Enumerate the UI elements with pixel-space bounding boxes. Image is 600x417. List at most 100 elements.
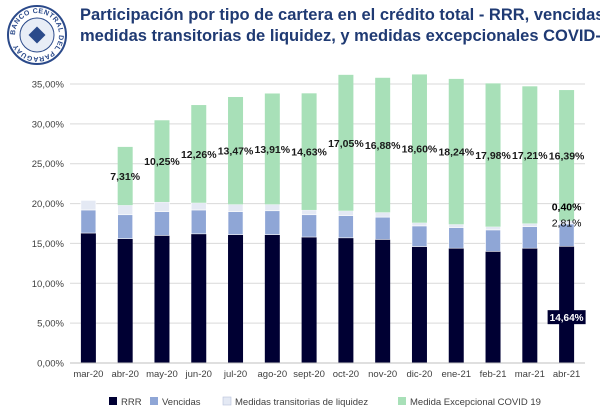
bar-rrr	[191, 233, 207, 363]
x-tick-label: sept-20	[293, 369, 325, 380]
legend-label-covid: Medida Excepcional COVID 19	[410, 397, 541, 408]
x-tick-label: ene-21	[441, 369, 471, 380]
bar-rrr	[448, 248, 464, 363]
covid-data-label: 10,25%	[144, 156, 180, 168]
bar-covid	[375, 77, 391, 213]
x-tick-label: feb-21	[480, 369, 507, 380]
bar-rrr	[485, 251, 501, 363]
bar-transitorias	[485, 226, 501, 231]
covid-data-label: 16,88%	[365, 140, 401, 152]
covid-data-label: 12,26%	[181, 149, 217, 161]
covid-data-label: 17,05%	[328, 138, 364, 150]
bar-rrr	[154, 235, 170, 363]
legend-swatch-vencidas	[150, 397, 158, 405]
bar-covid	[301, 93, 317, 210]
covid-data-label: 16,39%	[549, 150, 585, 162]
bar-vencidas	[264, 210, 281, 235]
x-tick-label: abr-20	[111, 369, 138, 380]
bar-covid	[191, 105, 207, 203]
legend-swatch-covid	[398, 397, 406, 405]
bar-covid	[264, 93, 280, 205]
bcp-logo: BANCO CENTRAL DEL PARAGUAY	[6, 4, 68, 66]
bar-rrr	[522, 248, 538, 363]
bar-covid	[154, 120, 170, 202]
rrr-data-label: 14,64%	[550, 313, 584, 324]
bar-transitorias	[522, 223, 538, 227]
bar-rrr	[411, 246, 427, 363]
x-tick-label: abr-21	[553, 369, 580, 380]
y-tick-label: 5,00%	[37, 319, 64, 330]
x-tick-label: oct-20	[333, 369, 359, 380]
bar-rrr	[117, 238, 133, 363]
bar-covid	[411, 74, 427, 223]
bar-covid	[448, 78, 464, 225]
vencidas-data-label: 2,81%	[552, 218, 582, 230]
bar-transitorias	[411, 222, 428, 227]
bar-rrr	[228, 234, 244, 363]
y-tick-label: 35,00%	[32, 80, 65, 91]
bar-vencidas	[117, 214, 133, 239]
bar-vencidas	[522, 226, 538, 249]
covid-data-label: 18,24%	[438, 147, 474, 159]
y-tick-label: 25,00%	[32, 159, 65, 170]
legend-swatch-rrr	[109, 397, 117, 405]
transitorias-data-label: 0,40%	[552, 202, 582, 214]
bar-transitorias	[301, 209, 317, 216]
y-tick-label: 15,00%	[32, 239, 65, 250]
covid-data-label: 17,21%	[512, 150, 548, 162]
y-tick-label: 10,00%	[32, 279, 65, 290]
x-tick-label: mar-21	[515, 369, 545, 380]
bar-rrr	[559, 246, 575, 363]
covid-data-label: 14,63%	[291, 147, 327, 159]
covid-data-label: 13,47%	[218, 146, 254, 158]
x-tick-label: mar-20	[73, 369, 103, 380]
y-tick-label: 0,00%	[37, 359, 64, 370]
bar-rrr	[80, 233, 96, 363]
chart-title: Participación por tipo de cartera en el …	[80, 5, 600, 47]
covid-data-label: 7,31%	[110, 171, 140, 183]
x-tick-label: jun-20	[185, 369, 212, 380]
bar-transitorias	[374, 212, 391, 218]
x-tick-label: ago-20	[258, 369, 288, 380]
bar-transitorias	[264, 204, 281, 212]
chart-title-line-1: Participación por tipo de cartera en el …	[80, 6, 600, 24]
bar-transitorias	[190, 202, 207, 211]
rrr-label-box	[547, 310, 586, 325]
bar-transitorias	[117, 204, 133, 216]
bar-covid	[228, 96, 244, 205]
bar-covid	[485, 83, 501, 227]
covid-data-label: 17,98%	[475, 150, 511, 162]
legend-label-rrr: RRR	[121, 397, 142, 408]
bar-rrr	[375, 239, 391, 363]
y-tick-label: 30,00%	[32, 119, 65, 130]
x-tick-label: jul-20	[223, 369, 247, 380]
bar-vencidas	[448, 227, 465, 249]
bar-transitorias	[80, 200, 97, 211]
covid-data-label: 18,60%	[402, 144, 438, 156]
bar-covid	[338, 74, 354, 211]
covid-data-label: 13,91%	[255, 144, 291, 156]
x-tick-label: may-20	[146, 369, 178, 380]
bar-vencidas	[227, 211, 244, 235]
bar-vencidas	[411, 225, 428, 247]
bar-rrr	[338, 237, 354, 363]
bar-rrr	[301, 237, 317, 363]
chart-title-line-2: medidas transitorias de liquidez, y medi…	[80, 27, 600, 45]
bar-transitorias	[154, 201, 170, 212]
bar-vencidas	[338, 215, 354, 239]
bar-covid	[522, 86, 538, 224]
bar-covid	[117, 146, 133, 206]
bar-rrr	[264, 234, 280, 363]
bar-vencidas	[190, 209, 207, 235]
legend-swatch-transitorias	[222, 396, 232, 406]
bar-vencidas	[80, 209, 97, 234]
x-tick-label: dic-20	[407, 369, 433, 380]
bar-vencidas	[374, 216, 391, 240]
legend-label-vencidas: Vencidas	[162, 397, 201, 408]
bar-vencidas	[485, 229, 501, 252]
bar-covid	[559, 90, 575, 221]
bar-transitorias	[448, 223, 465, 228]
y-tick-label: 20,00%	[32, 199, 65, 210]
bar-transitorias	[227, 204, 244, 212]
